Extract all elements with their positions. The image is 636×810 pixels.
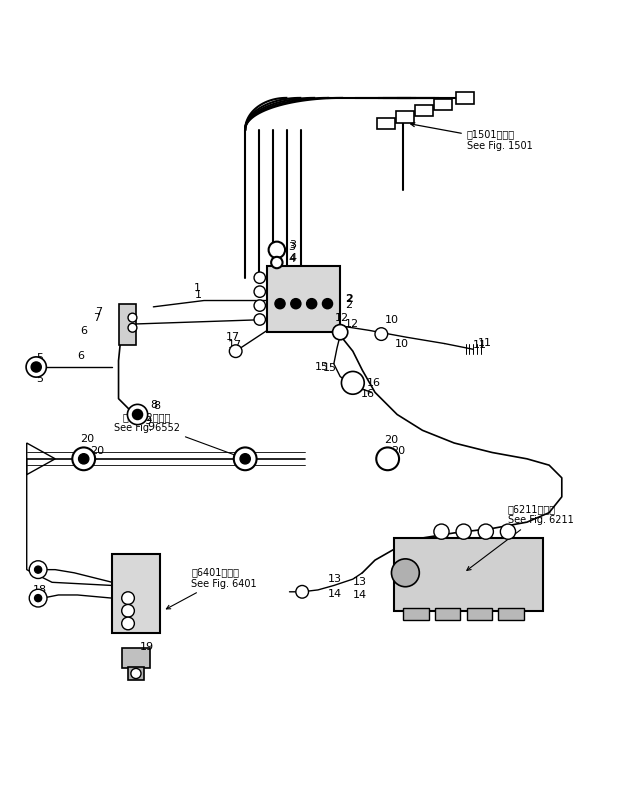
Circle shape: [342, 372, 364, 394]
Text: 第6552図参照
See Fig. 6552: 第6552図参照 See Fig. 6552: [114, 412, 242, 458]
Text: 20: 20: [384, 435, 398, 445]
Bar: [394, 538, 543, 611]
Text: 3: 3: [288, 241, 295, 252]
Bar: [467, 608, 492, 620]
Bar: [128, 667, 144, 680]
Text: 1: 1: [194, 283, 201, 293]
Text: 8: 8: [153, 402, 160, 411]
Text: 17: 17: [228, 340, 242, 351]
Text: 2: 2: [345, 294, 353, 304]
Bar: [112, 554, 160, 633]
Text: 16: 16: [367, 378, 381, 388]
Bar: [118, 304, 136, 345]
Text: 5: 5: [36, 374, 43, 384]
Text: 20: 20: [90, 446, 104, 455]
Text: 14: 14: [353, 590, 367, 600]
Circle shape: [128, 323, 137, 332]
Circle shape: [240, 454, 251, 464]
Bar: [499, 608, 524, 620]
Text: 20: 20: [80, 434, 94, 445]
Bar: [456, 92, 474, 104]
Text: 4: 4: [289, 253, 296, 263]
Text: 13: 13: [353, 578, 367, 587]
Text: 9: 9: [147, 422, 154, 432]
Text: 4: 4: [288, 254, 295, 264]
Text: 第1501図参照
See Fig. 1501: 第1501図参照 See Fig. 1501: [411, 123, 532, 151]
Circle shape: [131, 668, 141, 679]
Text: 15: 15: [323, 363, 337, 373]
Circle shape: [29, 561, 47, 578]
Circle shape: [234, 447, 256, 471]
Circle shape: [34, 595, 42, 602]
Circle shape: [333, 325, 348, 339]
Circle shape: [132, 409, 142, 420]
Circle shape: [121, 617, 134, 630]
Circle shape: [29, 589, 47, 607]
Text: 5: 5: [36, 353, 43, 363]
Circle shape: [296, 586, 308, 598]
Text: 11: 11: [473, 340, 487, 351]
Circle shape: [456, 524, 471, 539]
Text: 第6401図参照
See Fig. 6401: 第6401図参照 See Fig. 6401: [167, 567, 257, 609]
Text: 1: 1: [195, 290, 202, 300]
Circle shape: [31, 362, 41, 372]
Text: 7: 7: [93, 313, 100, 322]
Circle shape: [34, 566, 42, 573]
Circle shape: [307, 299, 317, 309]
Text: 10: 10: [385, 314, 399, 325]
Text: 7: 7: [95, 307, 102, 317]
Circle shape: [254, 272, 265, 284]
Text: 2: 2: [345, 300, 352, 310]
Text: 12: 12: [335, 313, 349, 322]
Circle shape: [275, 299, 285, 309]
Circle shape: [478, 524, 494, 539]
Text: 17: 17: [225, 332, 240, 342]
Text: 10: 10: [395, 339, 409, 349]
Circle shape: [391, 559, 419, 586]
Circle shape: [128, 313, 137, 322]
Circle shape: [26, 357, 46, 377]
Circle shape: [127, 404, 148, 424]
Circle shape: [121, 592, 134, 604]
Circle shape: [375, 328, 388, 340]
Circle shape: [121, 604, 134, 617]
Circle shape: [254, 313, 265, 325]
Text: 16: 16: [361, 389, 375, 399]
Text: 第6211図参照
See Fig. 6211: 第6211図参照 See Fig. 6211: [467, 504, 574, 570]
Circle shape: [254, 286, 265, 297]
Bar: [434, 99, 452, 110]
Circle shape: [434, 524, 449, 539]
Bar: [403, 608, 429, 620]
Circle shape: [271, 257, 282, 268]
Circle shape: [377, 447, 399, 471]
Text: 14: 14: [328, 589, 342, 599]
Circle shape: [291, 299, 301, 309]
Text: 20: 20: [391, 446, 405, 455]
Text: 3: 3: [289, 241, 296, 250]
Circle shape: [254, 300, 265, 311]
Bar: [396, 111, 413, 122]
Bar: [121, 647, 150, 667]
Text: 19: 19: [139, 642, 153, 652]
Text: 11: 11: [478, 338, 492, 348]
Circle shape: [268, 241, 285, 258]
Circle shape: [79, 454, 89, 464]
Text: 15: 15: [315, 362, 329, 372]
Text: 13: 13: [328, 574, 342, 584]
Circle shape: [73, 447, 95, 471]
Text: 8: 8: [150, 400, 157, 410]
Text: 6: 6: [78, 351, 85, 360]
Circle shape: [501, 524, 516, 539]
Circle shape: [322, 299, 333, 309]
Bar: [415, 104, 432, 117]
Bar: [267, 266, 340, 332]
Text: 18: 18: [33, 585, 47, 595]
Text: 12: 12: [345, 319, 359, 329]
Circle shape: [230, 345, 242, 357]
Bar: [435, 608, 460, 620]
Bar: [377, 117, 394, 129]
Text: 9: 9: [144, 416, 151, 426]
Text: 6: 6: [81, 326, 88, 336]
